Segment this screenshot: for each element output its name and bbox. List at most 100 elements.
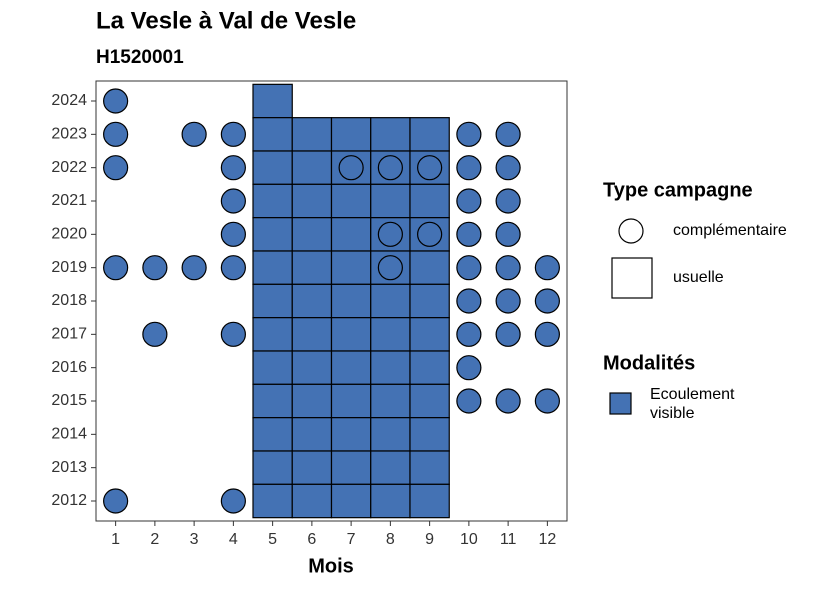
x-tick-label: 10 xyxy=(460,531,478,548)
tile xyxy=(291,383,333,419)
legend-title: Type campagne xyxy=(603,179,753,201)
point xyxy=(220,221,246,247)
point xyxy=(534,321,560,347)
tile xyxy=(291,483,333,519)
tile xyxy=(409,117,450,152)
tile xyxy=(409,383,450,419)
point xyxy=(456,255,482,281)
tile xyxy=(370,483,411,519)
x-tick-label: 2 xyxy=(150,531,159,548)
point xyxy=(495,255,521,281)
chart-subtitle: H1520001 xyxy=(96,47,184,68)
point xyxy=(103,121,129,147)
tile xyxy=(330,250,372,285)
tile xyxy=(370,283,411,319)
point xyxy=(181,255,207,281)
point xyxy=(495,321,521,347)
legend-label: complémentaire xyxy=(673,222,787,239)
tile xyxy=(330,383,372,419)
tile xyxy=(409,483,450,519)
tile xyxy=(409,283,450,319)
tile xyxy=(291,150,333,185)
tile xyxy=(370,350,411,385)
point xyxy=(220,121,246,147)
y-tick-label: 2021 xyxy=(51,192,87,209)
legend-key xyxy=(609,392,632,415)
y-tick-label: 2023 xyxy=(51,126,87,143)
tile xyxy=(252,317,293,352)
legend-key xyxy=(618,218,644,244)
point xyxy=(456,288,482,314)
tile xyxy=(291,450,333,485)
point xyxy=(495,221,521,247)
point xyxy=(456,121,482,147)
tile xyxy=(252,217,293,252)
tile xyxy=(291,283,333,319)
legend-key xyxy=(611,257,653,299)
point xyxy=(456,221,482,247)
y-tick-label: 2019 xyxy=(51,259,87,276)
y-tick-label: 2022 xyxy=(51,159,87,176)
tile xyxy=(409,250,450,285)
point xyxy=(103,488,129,514)
tile xyxy=(409,317,450,352)
x-tick-label: 4 xyxy=(229,531,238,548)
point xyxy=(456,188,482,214)
tile xyxy=(252,183,293,219)
tile xyxy=(409,417,450,452)
tile xyxy=(370,117,411,152)
x-tick-label: 12 xyxy=(538,531,556,548)
point xyxy=(417,221,443,247)
tile xyxy=(409,183,450,219)
point xyxy=(495,388,521,414)
x-tick-label: 5 xyxy=(268,531,277,548)
tile xyxy=(330,117,372,152)
y-tick-label: 2012 xyxy=(51,492,87,509)
y-tick-label: 2013 xyxy=(51,459,87,476)
tile xyxy=(291,117,333,152)
point xyxy=(495,155,521,181)
x-tick-label: 1 xyxy=(111,531,120,548)
tile xyxy=(252,450,293,485)
point xyxy=(220,155,246,181)
point xyxy=(103,155,129,181)
tile xyxy=(291,350,333,385)
tile xyxy=(330,217,372,252)
y-tick-label: 2024 xyxy=(51,92,87,109)
point xyxy=(142,255,168,281)
tile xyxy=(370,417,411,452)
point xyxy=(534,288,560,314)
y-tick-label: 2015 xyxy=(51,392,87,409)
tile xyxy=(330,317,372,352)
tile xyxy=(252,250,293,285)
x-tick-label: 11 xyxy=(500,531,517,548)
x-tick-label: 7 xyxy=(347,531,356,548)
tile xyxy=(370,450,411,485)
tile xyxy=(252,383,293,419)
point xyxy=(377,155,403,181)
tile xyxy=(330,183,372,219)
tile xyxy=(291,417,333,452)
tile xyxy=(252,83,293,119)
point xyxy=(220,321,246,347)
legend-label: Ecoulement visible xyxy=(650,386,735,422)
y-tick-label: 2014 xyxy=(51,426,87,443)
legend-label: usuelle xyxy=(673,269,724,286)
tile xyxy=(370,183,411,219)
tile xyxy=(330,450,372,485)
point xyxy=(456,355,482,381)
x-tick-label: 3 xyxy=(190,531,199,548)
point xyxy=(417,155,443,181)
x-tick-label: 6 xyxy=(307,531,316,548)
tile xyxy=(252,150,293,185)
tile xyxy=(330,483,372,519)
x-tick-label: 8 xyxy=(386,531,395,548)
point xyxy=(377,255,403,281)
point xyxy=(534,388,560,414)
point xyxy=(495,288,521,314)
x-tick-label: 9 xyxy=(425,531,434,548)
tile xyxy=(291,250,333,285)
